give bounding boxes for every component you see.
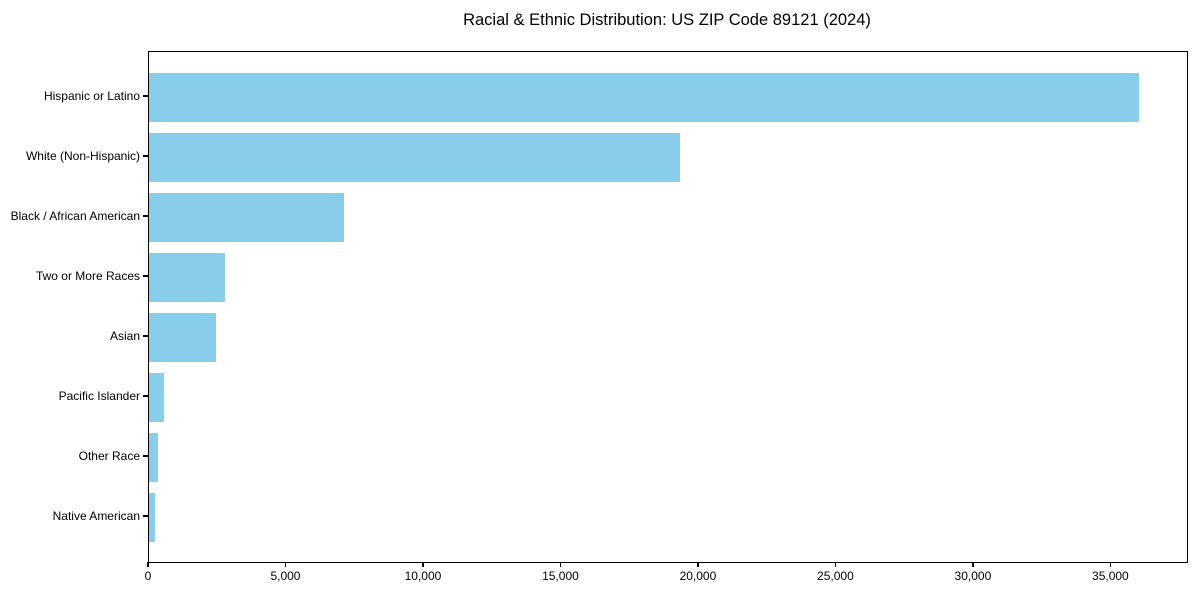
x-tick-label: 0 bbox=[144, 569, 152, 583]
x-tick-label: 10,000 bbox=[404, 569, 442, 583]
x-tick-label: 30,000 bbox=[954, 569, 992, 583]
x-tick-label: 20,000 bbox=[679, 569, 717, 583]
x-tick-mark bbox=[697, 562, 699, 567]
chart-title: Racial & Ethnic Distribution: US ZIP Cod… bbox=[463, 11, 871, 29]
bar bbox=[149, 132, 680, 182]
y-tick-mark bbox=[143, 95, 148, 97]
y-tick-label: Other Race bbox=[78, 449, 140, 463]
bar bbox=[149, 372, 165, 422]
x-tick-label: 35,000 bbox=[1092, 569, 1129, 583]
bar bbox=[149, 252, 225, 302]
y-tick-label: Asian bbox=[109, 329, 140, 343]
y-tick-mark bbox=[143, 515, 148, 517]
x-tick-mark bbox=[284, 562, 287, 567]
bar bbox=[149, 432, 159, 482]
bar bbox=[149, 192, 345, 242]
y-tick-label: Native American bbox=[52, 509, 140, 523]
plot-area bbox=[148, 51, 1188, 563]
y-tick-mark bbox=[143, 335, 148, 337]
y-tick-mark bbox=[143, 155, 148, 157]
x-tick-mark bbox=[834, 562, 837, 567]
bar bbox=[149, 492, 155, 542]
y-tick-label: Two or More Races bbox=[35, 269, 140, 283]
y-tick-label: Black / African American bbox=[10, 209, 140, 223]
y-tick-label: White (Non-Hispanic) bbox=[25, 149, 140, 163]
x-tick-mark bbox=[147, 562, 149, 567]
bar bbox=[149, 72, 1139, 122]
x-tick-mark bbox=[972, 562, 974, 567]
y-tick-label: Hispanic or Latino bbox=[43, 89, 140, 103]
y-tick-mark bbox=[143, 275, 148, 277]
x-tick-mark bbox=[422, 562, 424, 567]
y-tick-label: Pacific Islander bbox=[58, 389, 140, 403]
x-tick-mark bbox=[559, 562, 562, 567]
y-tick-mark bbox=[143, 395, 148, 397]
x-tick-label: 15,000 bbox=[542, 569, 579, 583]
x-tick-label: 5,000 bbox=[270, 569, 301, 583]
x-tick-mark bbox=[1109, 562, 1112, 567]
bar bbox=[149, 312, 217, 362]
y-tick-mark bbox=[143, 455, 148, 457]
x-tick-label: 25,000 bbox=[817, 569, 854, 583]
y-tick-mark bbox=[143, 215, 148, 217]
